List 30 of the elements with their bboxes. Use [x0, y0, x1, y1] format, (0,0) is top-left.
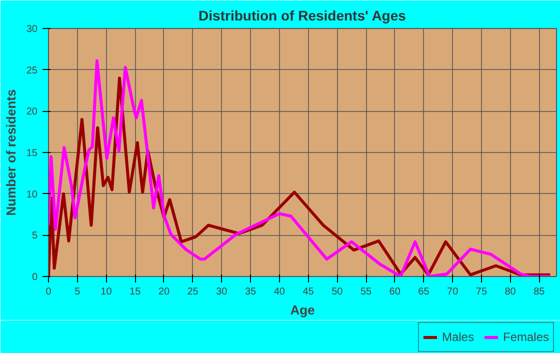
x-axis-title: Age	[290, 302, 315, 318]
x-tick-label: 35	[244, 286, 257, 298]
x-tick-label: 60	[389, 286, 401, 298]
y-tick-label: 30	[26, 24, 38, 35]
x-tick-label: 40	[274, 286, 286, 298]
x-tick-label: 50	[332, 286, 344, 298]
x-tick-label: 15	[130, 286, 142, 298]
x-tick-label: 25	[187, 286, 199, 298]
x-tick-label: 45	[302, 286, 314, 298]
y-axis-title: Number of residents	[3, 89, 18, 216]
x-tick-label: 85	[534, 286, 546, 298]
x-tick-label: 80	[504, 286, 516, 298]
x-tick-label: 5	[74, 286, 81, 298]
legend-label: Males	[442, 330, 474, 344]
x-tick-label: 30	[216, 286, 228, 298]
chart-title: Distribution of Residents' Ages	[198, 8, 406, 24]
x-tick-label: 55	[360, 286, 372, 298]
x-tick-label: 70	[447, 286, 459, 298]
x-tick-label: 20	[158, 286, 170, 298]
legend-label: Females	[502, 330, 549, 344]
x-tick-label: 0	[46, 286, 52, 298]
y-tick-label: 5	[32, 230, 38, 242]
x-tick-label: 10	[100, 286, 112, 298]
y-tick-label: 10	[26, 189, 38, 200]
y-tick-label: 0	[32, 272, 38, 283]
x-tick-label: 65	[418, 286, 430, 298]
x-tick-label: 75	[476, 286, 488, 298]
y-tick-label: 20	[26, 106, 38, 118]
y-tick-label: 25	[26, 65, 38, 76]
y-tick-label: 15	[26, 148, 38, 159]
